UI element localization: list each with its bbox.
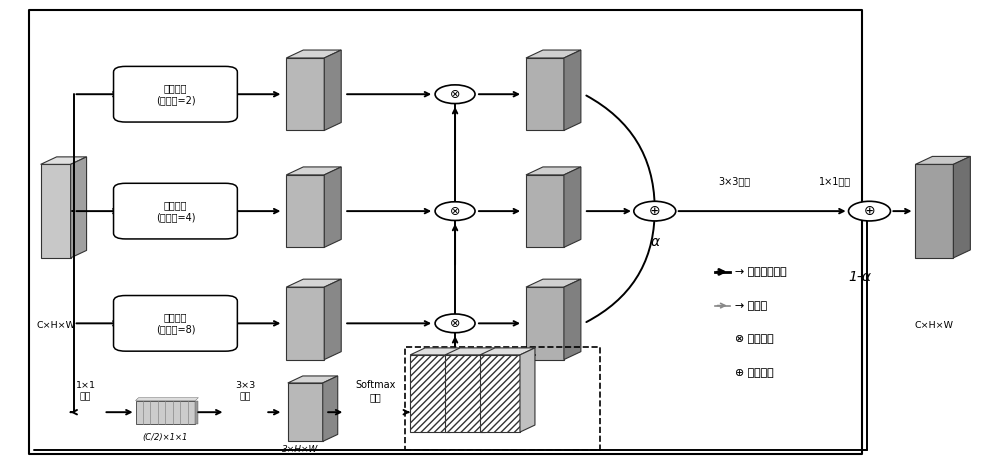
Text: Softmax
函数: Softmax 函数 [355,380,395,402]
Polygon shape [915,156,970,164]
Polygon shape [286,167,341,175]
Polygon shape [288,383,323,441]
FancyBboxPatch shape [114,295,237,351]
Circle shape [435,202,475,220]
Text: 3×3
卷积: 3×3 卷积 [235,381,255,401]
Text: ⊕: ⊕ [864,204,875,218]
Polygon shape [526,50,581,58]
Polygon shape [450,348,465,432]
Text: C×H×W: C×H×W [36,321,75,330]
Circle shape [849,201,890,221]
Text: 1×1
卷积: 1×1 卷积 [76,381,96,401]
Polygon shape [526,279,581,287]
Polygon shape [324,279,341,360]
Text: → 上采样: → 上采样 [735,301,767,310]
Text: 扩张卷积
(扩张率=8): 扩张卷积 (扩张率=8) [156,312,195,334]
Text: 3×H×W: 3×H×W [282,445,318,454]
Polygon shape [526,167,581,175]
FancyBboxPatch shape [114,183,237,239]
Text: 扩张卷积
(扩张率=2): 扩张卷积 (扩张率=2) [156,83,195,106]
Text: → 全局平均池化: → 全局平均池化 [735,267,786,277]
Text: ⊕: ⊕ [649,204,661,218]
Polygon shape [323,376,338,441]
Polygon shape [564,279,581,360]
Text: ⊗: ⊗ [450,317,460,330]
Text: ⊕ 元素相加: ⊕ 元素相加 [735,368,773,378]
Polygon shape [445,355,485,432]
Text: C×H×W: C×H×W [915,321,954,330]
Polygon shape [445,348,500,355]
Polygon shape [71,157,87,258]
Polygon shape [485,348,500,432]
Polygon shape [286,279,341,287]
Bar [136,401,195,424]
Text: ⊗: ⊗ [450,204,460,218]
Text: → 上采样: → 上采样 [735,301,767,310]
Text: ⊗ 元素相乘: ⊗ 元素相乘 [735,334,773,344]
Polygon shape [564,50,581,130]
Polygon shape [915,164,953,258]
Polygon shape [286,58,324,130]
Text: α: α [650,234,659,249]
Circle shape [634,201,676,221]
Polygon shape [526,58,564,130]
Polygon shape [324,167,341,247]
Text: (C/2)×1×1: (C/2)×1×1 [143,433,188,442]
Text: ⊗ 元素相乘: ⊗ 元素相乘 [735,334,773,344]
Polygon shape [286,50,341,58]
Polygon shape [520,348,535,432]
Circle shape [435,314,475,333]
Polygon shape [286,287,324,360]
Bar [195,401,198,424]
Polygon shape [41,157,87,164]
Text: 3×3卷积: 3×3卷积 [719,176,751,186]
Polygon shape [41,164,71,258]
Polygon shape [288,376,338,383]
Text: 1-α: 1-α [848,270,871,284]
Polygon shape [480,348,535,355]
Polygon shape [410,348,465,355]
Polygon shape [410,355,450,432]
Text: 1×1卷积: 1×1卷积 [818,176,851,186]
Text: → 上采样: → 上采样 [735,301,767,310]
Polygon shape [324,50,341,130]
Text: ⊗: ⊗ [450,88,460,101]
Text: ⊕ 元素相加: ⊕ 元素相加 [735,368,773,378]
Text: → 全局平均池化: → 全局平均池化 [735,267,786,277]
Text: ⊕ 元素相加: ⊕ 元素相加 [735,368,773,378]
Polygon shape [953,156,970,258]
Polygon shape [526,287,564,360]
Polygon shape [564,167,581,247]
Polygon shape [136,398,198,401]
FancyBboxPatch shape [114,67,237,122]
Polygon shape [286,175,324,247]
Polygon shape [526,175,564,247]
Text: ⊗ 元素相乘: ⊗ 元素相乘 [735,334,773,344]
Circle shape [435,85,475,104]
Text: → 全局平均池化: → 全局平均池化 [735,267,786,277]
Text: 扩张卷积
(扩张率=4): 扩张卷积 (扩张率=4) [156,200,195,222]
Polygon shape [480,355,520,432]
